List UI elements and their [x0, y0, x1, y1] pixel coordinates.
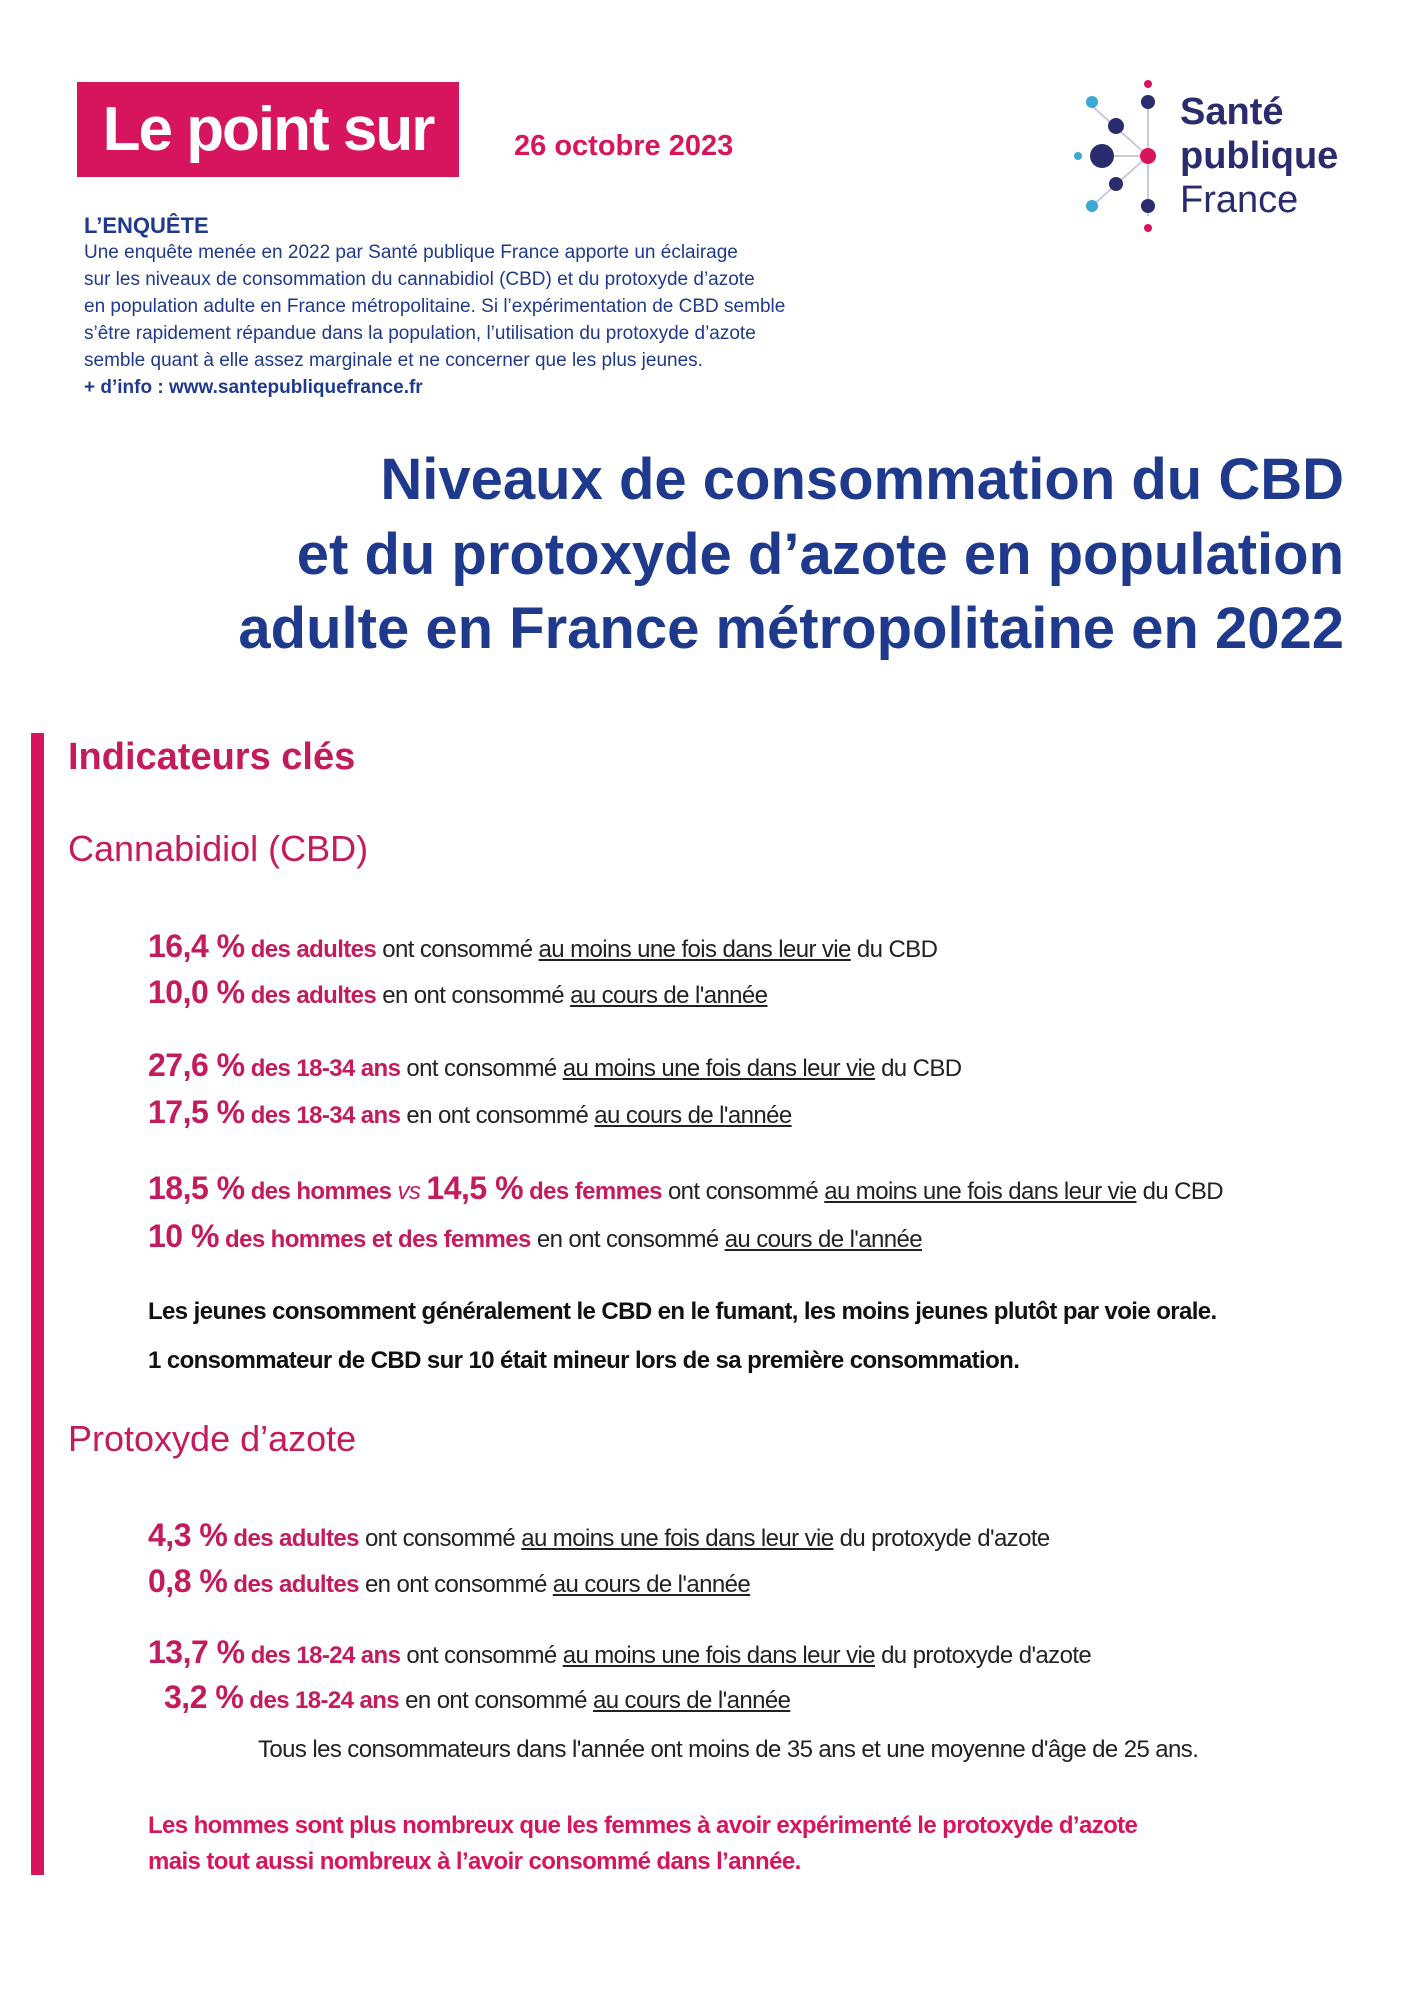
survey-label: L’ENQUÊTE [84, 213, 209, 238]
percentage: 3,2 % [164, 1679, 244, 1715]
section-heading: Protoxyde d’azote [68, 1418, 357, 1459]
indicator-line: 16,4 % des adultes ont consommé au moins… [148, 928, 938, 965]
text-run: des adultes [233, 1525, 359, 1552]
survey-line: s’être rapidement répandue dans la popul… [84, 323, 756, 344]
text-run: des 18-34 ans [250, 1102, 401, 1129]
text-run: au moins une fois dans leur vie [521, 1525, 834, 1552]
indicator-line: 10 % des hommes et des femmes en ont con… [148, 1218, 923, 1255]
key-note: 1 consommateur de CBD sur 10 était mineu… [148, 1347, 1020, 1374]
percentage: 10,0 % [148, 974, 245, 1010]
text-run: du CBD [856, 936, 938, 963]
key-note: Les jeunes consomment généralement le CB… [148, 1298, 1217, 1325]
text-run: vs [397, 1178, 421, 1205]
text-run: des hommes et des femmes [225, 1226, 531, 1253]
title-line: et du protoxyde d’azote en population [296, 522, 1344, 587]
title-line: Niveaux de consommation du CBD [380, 447, 1344, 512]
indicator-line: 17,5 % des 18-34 ans en ont consommé au … [148, 1094, 792, 1131]
percentage: 17,5 % [148, 1094, 245, 1130]
percentage: 4,3 % [148, 1517, 228, 1553]
section-heading: Cannabidiol (CBD) [68, 828, 369, 869]
text-run: des femmes [529, 1178, 662, 1205]
text-run: ont consommé [406, 1055, 557, 1082]
text-run: du CBD [1142, 1178, 1224, 1205]
text-run: ont consommé [364, 1525, 516, 1552]
text-run: des adultes [250, 936, 377, 963]
indicator-line: 0,8 % des adultes en ont consommé au cou… [148, 1563, 751, 1600]
percentage: 27,6 % [148, 1047, 245, 1083]
text-run: en ont consommé [536, 1226, 719, 1253]
survey-line: en population adulte en France métropoli… [84, 296, 786, 317]
text-run: ont consommé [382, 936, 533, 963]
title-line: adulte en France métropolitaine en 2022 [238, 596, 1344, 661]
logo-mark [1074, 80, 1156, 232]
date: 26 octobre 2023 [514, 130, 734, 162]
text-run: en ont consommé [382, 982, 565, 1009]
text-run: des hommes [250, 1178, 392, 1205]
text-run: en ont consommé [406, 1102, 589, 1129]
text-run: du protoxyde d'azote [881, 1642, 1092, 1669]
badge: Le point sur [77, 82, 459, 177]
percentage: 13,7 % [148, 1634, 245, 1670]
text-run: au cours de l'année [594, 1102, 792, 1129]
indicator-line: 13,7 % des 18-24 ans ont consommé au moi… [148, 1634, 1092, 1671]
text-run: au moins une fois dans leur vie [538, 936, 852, 963]
indicator-line: 4,3 % des adultes ont consommé au moins … [148, 1517, 1050, 1554]
indicator-line: 3,2 % des 18-24 ans en ont consommé au c… [164, 1679, 791, 1716]
side-bar [31, 733, 44, 1875]
text-run: au cours de l'année [592, 1687, 791, 1714]
survey-info[interactable]: + d’info : www.santepubliquefrance.fr [84, 377, 423, 398]
text-run: des 18-24 ans [249, 1687, 400, 1714]
percentage: 0,8 % [148, 1563, 228, 1599]
text-run: en ont consommé [405, 1687, 587, 1714]
text-run: en ont consommé [364, 1571, 547, 1598]
logo-text: Santé [1180, 91, 1284, 133]
text-run: au moins une fois dans leur vie [562, 1055, 876, 1082]
survey-line: sur les niveaux de consommation du canna… [84, 269, 755, 290]
key-note: mais tout aussi nombreux à l’avoir conso… [148, 1848, 801, 1875]
text-run: des adultes [250, 982, 377, 1009]
survey-line: Une enquête menée en 2022 par Santé publ… [84, 242, 738, 263]
percentage: 14,5 % [426, 1170, 524, 1206]
text-run: du protoxyde d'azote [839, 1525, 1051, 1552]
text-run: des adultes [233, 1571, 359, 1598]
remark: Tous les consommateurs dans l'année ont … [258, 1736, 1199, 1763]
text-run: des 18-34 ans [250, 1055, 401, 1082]
indicator-line: 10,0 % des adultes en ont consommé au co… [148, 974, 768, 1011]
text-run: au moins une fois dans leur vie [824, 1178, 1137, 1205]
text-run: du CBD [881, 1055, 962, 1082]
text-run: ont consommé [406, 1642, 557, 1669]
percentage: 16,4 % [148, 928, 245, 964]
section-title: Indicateurs clés [68, 736, 356, 778]
text-run: au moins une fois dans leur vie [562, 1642, 876, 1669]
percentage: 18,5 % [148, 1170, 245, 1206]
indicator-line: 18,5 % des hommes vs 14,5 % des femmes o… [148, 1170, 1224, 1207]
key-note: Les hommes sont plus nombreux que les fe… [148, 1812, 1138, 1839]
text-run: au cours de l'année [570, 982, 768, 1009]
survey-line: semble quant à elle assez marginale et n… [84, 350, 703, 371]
text-run: au cours de l'année [552, 1571, 751, 1598]
logo-text: France [1180, 179, 1299, 221]
text-run: au cours de l'année [724, 1226, 923, 1253]
indicator-line: 27,6 % des 18-34 ans ont consommé au moi… [148, 1047, 962, 1084]
percentage: 10 % [148, 1218, 219, 1254]
logo-text: publique [1180, 135, 1339, 177]
survey: L’ENQUÊTE Une enquête menée en 2022 par … [84, 212, 785, 401]
text-run: des 18-24 ans [250, 1642, 401, 1669]
text-run: ont consommé [667, 1178, 819, 1205]
